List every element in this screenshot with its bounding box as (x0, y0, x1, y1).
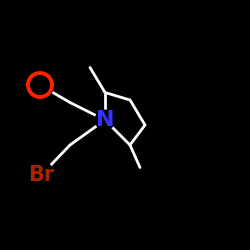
Circle shape (28, 161, 55, 189)
Circle shape (94, 110, 116, 130)
Circle shape (26, 70, 54, 100)
Text: N: N (96, 110, 114, 130)
Text: Br: Br (28, 165, 54, 185)
